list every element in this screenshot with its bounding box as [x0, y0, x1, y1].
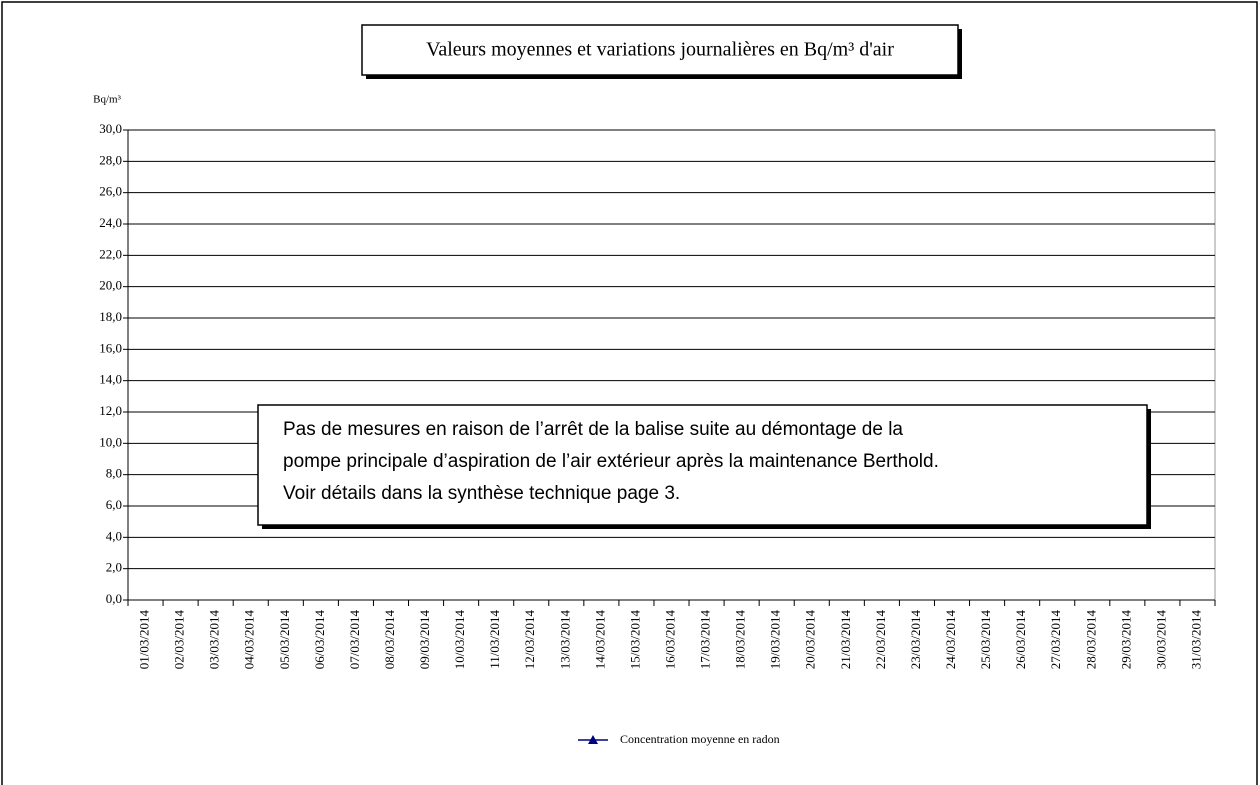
x-tick-label: 29/03/2014 [1118, 610, 1133, 670]
x-tick-label: 01/03/2014 [137, 610, 152, 670]
x-tick-label: 12/03/2014 [522, 610, 537, 670]
y-tick-label: 14,0 [99, 372, 122, 387]
x-tick-label: 27/03/2014 [1048, 610, 1063, 670]
legend-marker [588, 735, 598, 744]
x-tick-label: 21/03/2014 [838, 610, 853, 670]
annotation-box [257, 404, 1148, 526]
y-tick-label: 22,0 [99, 246, 122, 261]
x-tick-label: 15/03/2014 [627, 610, 642, 670]
x-tick-label: 18/03/2014 [733, 610, 748, 670]
chart-title: Valeurs moyennes et variations journaliè… [426, 39, 894, 61]
x-tick-label: 30/03/2014 [1153, 610, 1168, 670]
annotation-line: Voir détails dans la synthèse technique … [283, 483, 680, 504]
y-tick-label: 6,0 [106, 497, 122, 512]
y-tick-label: 10,0 [99, 434, 122, 449]
x-tick-label: 26/03/2014 [1013, 610, 1028, 670]
y-tick-label: 16,0 [99, 340, 122, 355]
x-tick-label: 17/03/2014 [698, 610, 713, 670]
x-tick-label: 20/03/2014 [803, 610, 818, 670]
x-tick-label: 04/03/2014 [242, 610, 257, 670]
x-tick-label: 06/03/2014 [312, 610, 327, 670]
y-tick-label: 18,0 [99, 309, 122, 324]
x-tick-label: 24/03/2014 [943, 610, 958, 670]
x-tick-label: 14/03/2014 [592, 610, 607, 670]
x-tick-label: 28/03/2014 [1083, 610, 1098, 670]
annotation-line: Pas de mesures en raison de l’arrêt de l… [283, 419, 903, 440]
x-tick-label: 22/03/2014 [873, 610, 888, 670]
y-tick-label: 30,0 [99, 121, 122, 136]
x-tick-label: 31/03/2014 [1188, 610, 1203, 670]
x-tick-label: 09/03/2014 [417, 610, 432, 670]
x-tick-label: 10/03/2014 [452, 610, 467, 670]
x-tick-label: 16/03/2014 [662, 610, 677, 670]
x-tick-label: 03/03/2014 [207, 610, 222, 670]
y-tick-label: 0,0 [106, 591, 122, 606]
y-axis-label: Bq/m³ [93, 94, 121, 106]
x-tick-label: 19/03/2014 [768, 610, 783, 670]
y-tick-label: 12,0 [99, 403, 122, 418]
x-tick-label: 08/03/2014 [382, 610, 397, 670]
y-tick-label: 28,0 [99, 152, 122, 167]
annotation-line: pompe principale d’aspiration de l’air e… [283, 451, 939, 472]
y-tick-label: 4,0 [106, 528, 122, 543]
plot-area [127, 129, 1216, 601]
y-tick-label: 24,0 [99, 215, 122, 230]
y-tick-label: 26,0 [99, 184, 122, 199]
x-tick-label: 25/03/2014 [978, 610, 993, 670]
y-tick-label: 2,0 [106, 560, 122, 575]
title-box [361, 24, 959, 76]
x-tick-label: 02/03/2014 [172, 610, 187, 670]
y-tick-label: 8,0 [106, 466, 122, 481]
x-tick-label: 23/03/2014 [908, 610, 923, 670]
y-tick-label: 20,0 [99, 278, 122, 293]
x-tick-label: 11/03/2014 [487, 610, 502, 669]
x-tick-label: 07/03/2014 [347, 610, 362, 670]
legend-label: Concentration moyenne en radon [620, 732, 780, 746]
x-tick-label: 13/03/2014 [557, 610, 572, 670]
x-tick-label: 05/03/2014 [277, 610, 292, 670]
